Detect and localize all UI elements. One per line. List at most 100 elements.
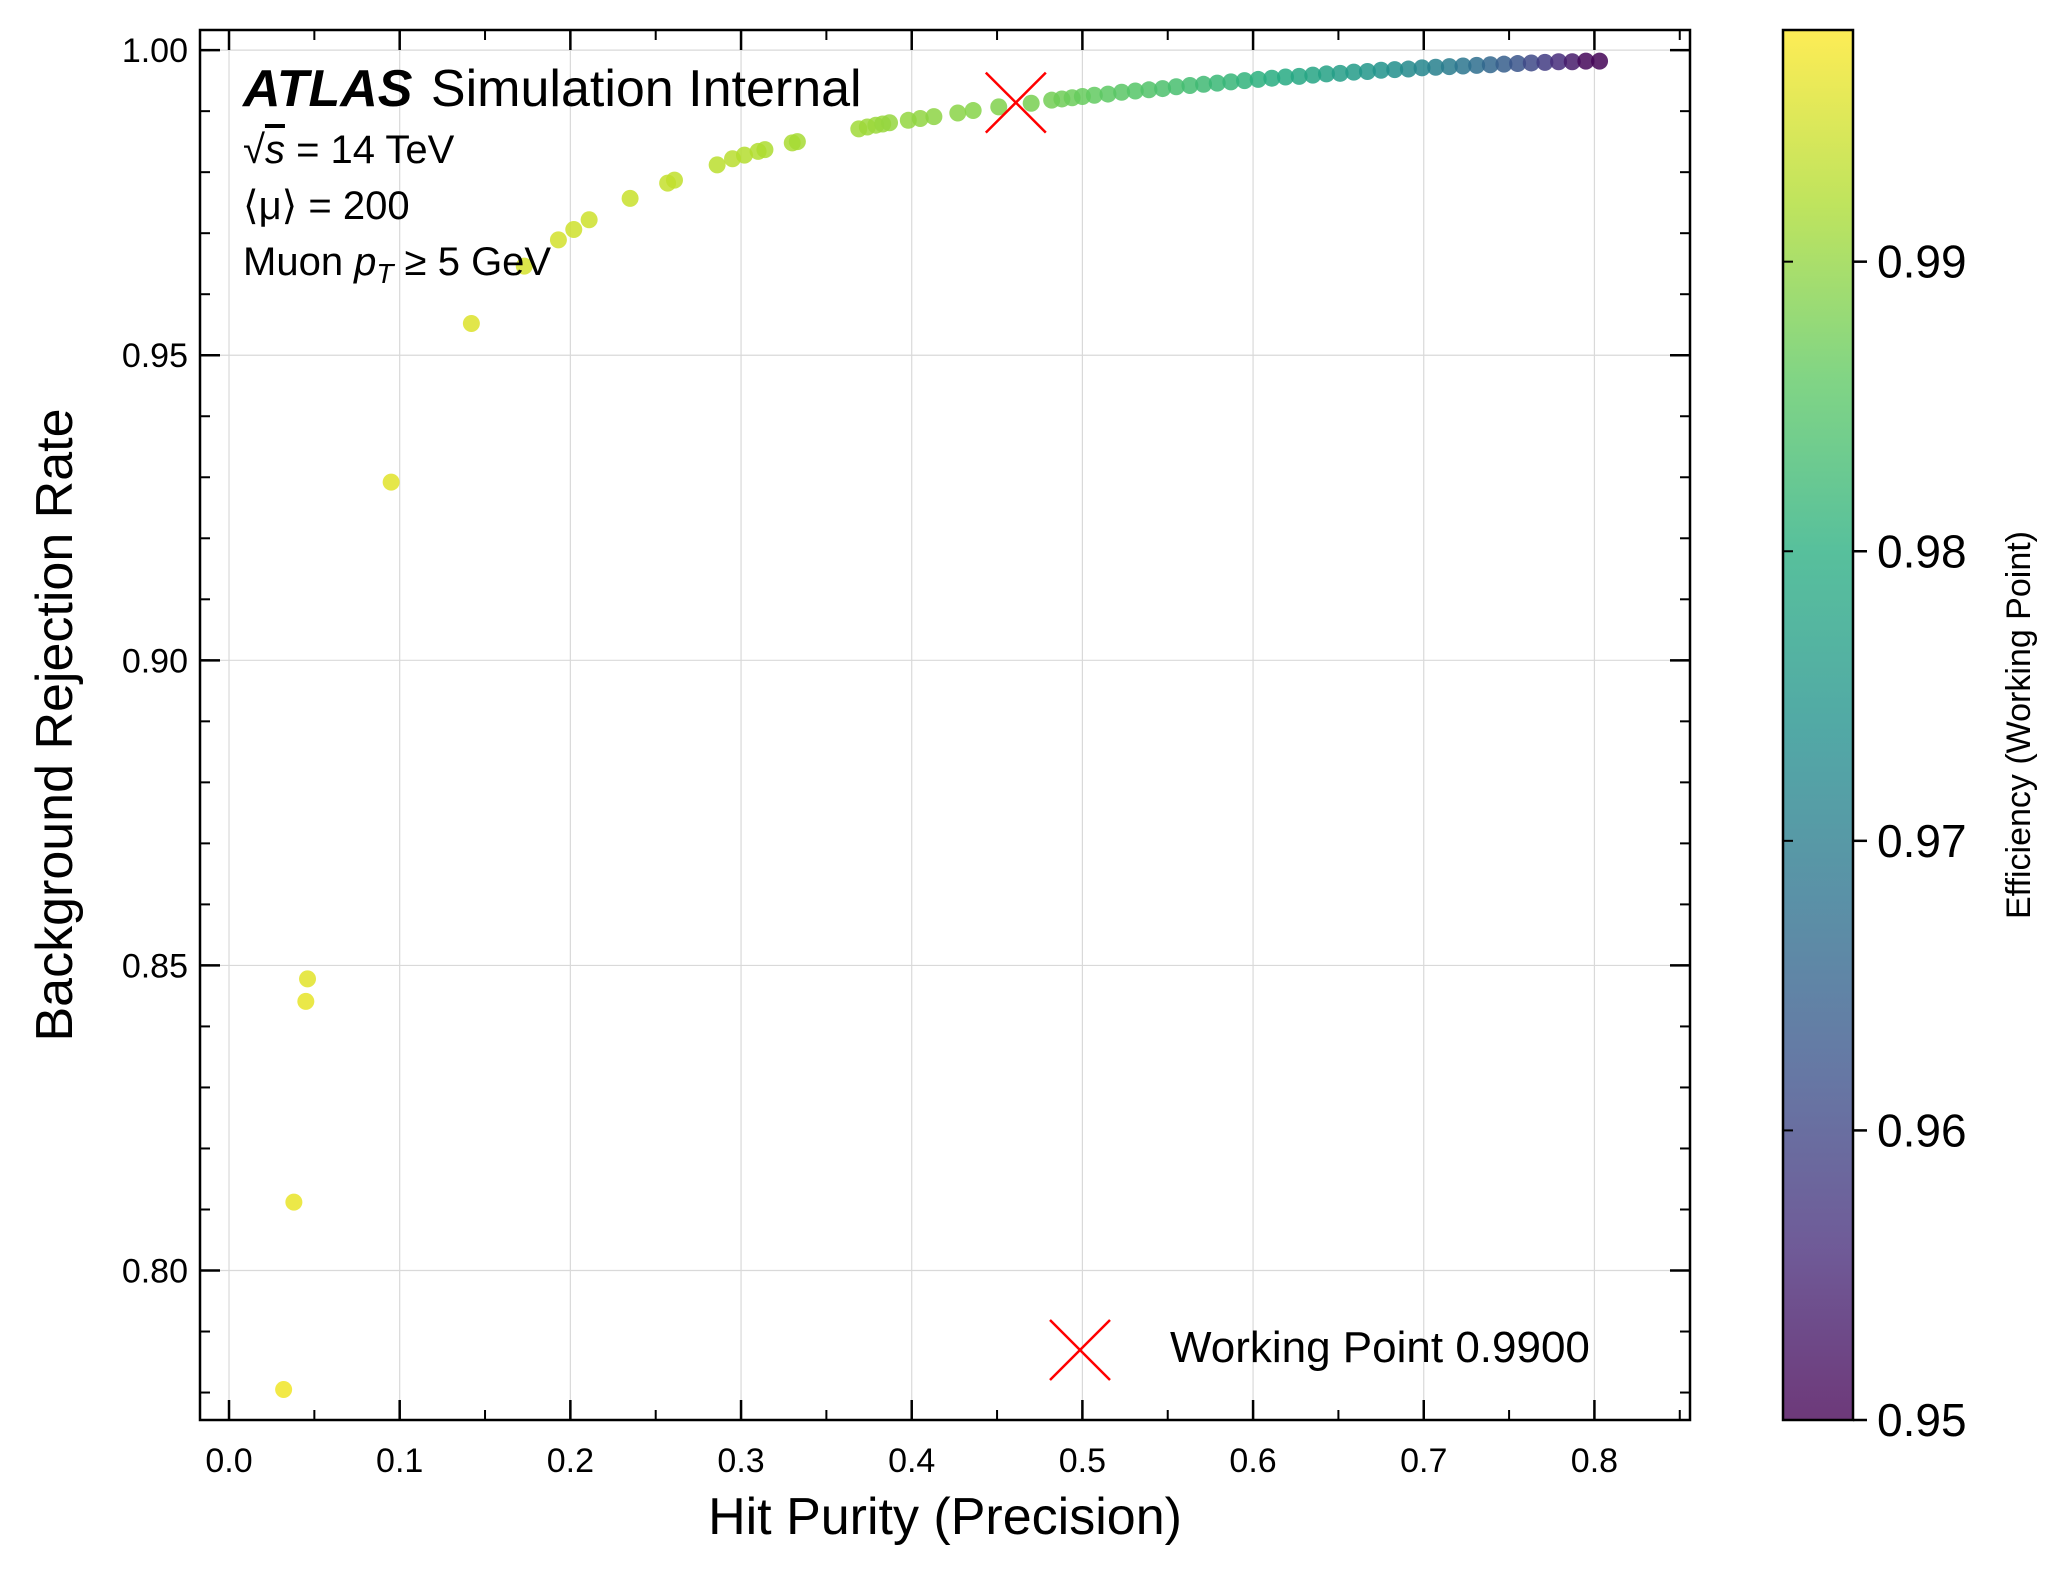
data-point <box>1509 55 1527 73</box>
x-tick-label: 0.4 <box>888 1442 935 1480</box>
data-point <box>1276 68 1294 86</box>
atlas-experiment: ATLAS <box>241 60 413 118</box>
data-point <box>1536 53 1554 71</box>
colorbar-tick-label: 0.95 <box>1877 1394 1967 1446</box>
data-point <box>964 102 982 120</box>
pileup-annotation: ⟨μ⟩ = 200 <box>243 184 410 228</box>
y-tick-label: 0.95 <box>122 337 188 375</box>
data-point <box>1386 61 1404 79</box>
data-point <box>1345 63 1363 81</box>
data-point <box>949 104 967 122</box>
y-tick-label: 0.90 <box>122 642 188 680</box>
data-point <box>1022 94 1040 112</box>
data-point <box>990 98 1008 116</box>
x-tick-label: 0.6 <box>1229 1442 1276 1480</box>
x-axis-title: Hit Purity (Precision) <box>708 1488 1182 1546</box>
data-point <box>515 257 533 275</box>
data-point <box>1481 56 1499 74</box>
data-point <box>1440 58 1458 76</box>
data-point <box>1140 81 1158 99</box>
data-point <box>1591 52 1609 70</box>
data-point <box>1236 72 1254 90</box>
data-point <box>1085 86 1103 104</box>
data-point <box>735 146 753 164</box>
cut-annotation: Muon pT ≥ 5 GeV <box>243 240 551 289</box>
data-point <box>462 314 480 332</box>
grid <box>200 30 1690 1420</box>
data-point <box>911 109 929 127</box>
legend-marker <box>1049 1319 1111 1381</box>
colorbar-ticks: 0.95 0.96 0.97 0.98 0.99 <box>1783 236 1967 1446</box>
working-point-cross <box>984 71 1047 134</box>
data-point <box>1550 53 1568 71</box>
data-point <box>925 108 943 126</box>
data-point <box>1304 66 1322 84</box>
scatter-points <box>275 52 1609 1398</box>
data-point <box>1468 56 1486 74</box>
data-point <box>1563 53 1581 71</box>
data-point <box>382 473 400 491</box>
data-point <box>1113 83 1131 101</box>
data-point <box>881 114 899 132</box>
data-point <box>580 211 598 229</box>
data-point <box>1195 75 1213 93</box>
colorbar-title: Efficiency (Working Point) <box>2000 531 2038 919</box>
data-point <box>1222 73 1240 91</box>
data-point <box>1495 55 1513 73</box>
legend: Working Point 0.9900 <box>1049 1319 1590 1381</box>
data-point <box>1413 59 1431 77</box>
data-point <box>1372 61 1390 79</box>
x-tick-label: 0.5 <box>1059 1442 1106 1480</box>
data-point <box>1290 67 1308 85</box>
data-point <box>1263 69 1281 87</box>
data-point <box>788 133 806 151</box>
data-point <box>549 231 567 249</box>
data-point <box>1249 70 1267 88</box>
y-tick-label: 0.80 <box>122 1253 188 1291</box>
x-tick-label: 0.0 <box>205 1442 252 1480</box>
x-tick-label: 0.7 <box>1400 1442 1447 1480</box>
data-point <box>621 189 639 207</box>
data-point <box>1167 78 1185 96</box>
legend-cross <box>1049 1319 1111 1381</box>
data-point <box>1208 74 1226 92</box>
colorbar-tick-label: 0.99 <box>1877 236 1967 288</box>
axis-ticks: 0.0 0.1 0.2 0.3 0.4 0.5 0.6 0.7 0.8 0.80 0.85 0.90 0… <box>122 30 1690 1480</box>
svg-text:ATLAS Simulation Interna: ATLAS Simulation Internal <box>241 60 862 118</box>
y-tick-label: 0.85 <box>122 947 188 985</box>
data-point <box>565 221 583 239</box>
x-tick-label: 0.2 <box>547 1442 594 1480</box>
legend-entry-working-point: Working Point 0.9900 <box>1170 1323 1590 1372</box>
colorbar-tick-label: 0.97 <box>1877 815 1967 867</box>
data-point <box>1126 82 1144 100</box>
data-point <box>1577 52 1595 70</box>
colorbar-tick-label: 0.96 <box>1877 1104 1967 1156</box>
data-point <box>1454 57 1472 75</box>
data-point <box>1099 85 1117 103</box>
data-point <box>1317 65 1335 83</box>
data-point <box>285 1193 303 1211</box>
working-point-marker <box>984 71 1047 134</box>
colorbar-gradient <box>1781 28 1855 1422</box>
data-point <box>1154 80 1172 98</box>
data-point <box>665 171 683 189</box>
y-tick-label: 1.00 <box>122 32 188 70</box>
energy-annotation: √s = 14 TeV <box>243 128 455 172</box>
colorbar: 0.95 0.96 0.97 0.98 0.99 Efficiency (Working… <box>1781 28 2038 1446</box>
data-point <box>1181 77 1199 95</box>
atlas-status: Simulation Internal <box>431 60 862 118</box>
data-point <box>275 1380 293 1398</box>
y-axis-title: Background Rejection Rate <box>26 408 84 1041</box>
data-point <box>1331 64 1349 82</box>
data-point <box>297 992 315 1010</box>
x-tick-label: 0.3 <box>717 1442 764 1480</box>
data-point <box>1358 62 1376 80</box>
atlas-label: ATLAS Simulation Internal √s = 14 TeV ⟨μ… <box>241 60 862 289</box>
data-point <box>1399 60 1417 78</box>
x-tick-label: 0.1 <box>376 1442 423 1480</box>
data-point <box>1522 54 1540 72</box>
data-point <box>756 141 774 159</box>
x-tick-label: 0.8 <box>1571 1442 1618 1480</box>
colorbar-tick-label: 0.98 <box>1877 525 1967 577</box>
plot-frame <box>198 28 1692 1422</box>
